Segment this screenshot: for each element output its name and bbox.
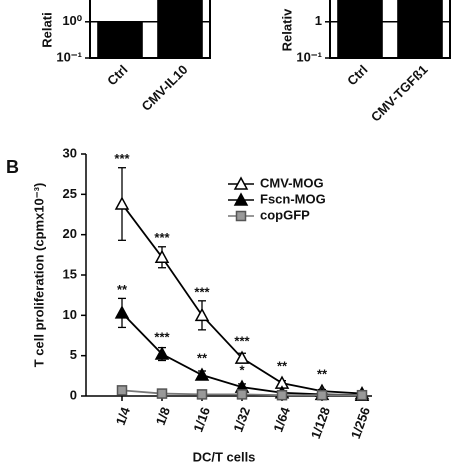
significance-label: *** xyxy=(154,329,170,344)
bar-chart: 10⁻¹ 1 Relativ xyxy=(279,0,451,64)
y-tick-label: 10 xyxy=(63,307,77,322)
point xyxy=(114,305,130,319)
legend-label: copGFP xyxy=(260,207,310,222)
x-tick-label: CMV-IL10 xyxy=(139,62,191,114)
x-axis-label: DC/T cells xyxy=(193,449,256,464)
significance-label: ** xyxy=(197,350,208,365)
significance-label: *** xyxy=(154,230,170,245)
legend-label: CMV-MOG xyxy=(260,175,324,190)
point xyxy=(356,389,368,401)
point xyxy=(154,346,170,360)
x-tick-label: 1/8 xyxy=(153,405,173,427)
point xyxy=(116,385,128,396)
significance-label: *** xyxy=(194,284,210,299)
y-axis-label: Relativ xyxy=(279,8,294,51)
y-tick-label: 0 xyxy=(70,387,77,402)
x-tick-label: Ctrl xyxy=(104,62,130,88)
y-tick-label: 10⁻¹ xyxy=(56,49,82,64)
y-axis-label: T cell proliferation (cpmx10⁻³) xyxy=(31,183,46,368)
point xyxy=(194,307,210,322)
point xyxy=(234,350,250,364)
significance-label: ** xyxy=(317,367,328,382)
x-tick-label: 1/32 xyxy=(230,405,253,434)
point xyxy=(276,389,288,401)
x-tick-label: 1/4 xyxy=(113,404,134,427)
x-tick-label: 1/64 xyxy=(270,404,293,434)
x-tick-label: Ctrl xyxy=(344,62,370,88)
legend-marker xyxy=(233,192,249,206)
point xyxy=(156,388,168,399)
plot-frame xyxy=(329,0,451,59)
legend-label: Fscn-MOG xyxy=(260,191,326,206)
y-tick-label: 25 xyxy=(63,186,77,201)
panel-label: B xyxy=(6,157,19,177)
y-tick-label: 30 xyxy=(63,145,77,160)
significance-label: * xyxy=(239,363,245,378)
legend-marker xyxy=(233,176,249,190)
x-tick-label: 1/128 xyxy=(308,405,333,441)
bar xyxy=(97,21,143,58)
y-tick-label: 20 xyxy=(63,226,77,241)
y-tick-label: 15 xyxy=(63,266,77,281)
y-tick-label: 1 xyxy=(315,13,322,28)
y-tick-label: 10⁻¹ xyxy=(296,49,322,64)
x-tick-label: 1/16 xyxy=(190,405,213,434)
bar xyxy=(157,0,203,58)
point xyxy=(114,196,130,210)
x-tick-label: CMV-TGFß1 xyxy=(368,62,431,125)
significance-label: *** xyxy=(114,151,130,166)
bar-chart: 10⁻¹ 10⁰ Relati xyxy=(39,0,211,64)
point xyxy=(194,367,210,381)
y-axis-label: Relati xyxy=(39,12,54,47)
point xyxy=(154,249,170,264)
y-tick-label: 10⁰ xyxy=(62,13,82,28)
legend-marker xyxy=(235,210,247,222)
significance-label: ** xyxy=(117,282,128,297)
significance-label: *** xyxy=(234,334,250,349)
point xyxy=(236,389,248,400)
y-tick-label: 5 xyxy=(70,347,77,362)
bar xyxy=(337,0,383,58)
point xyxy=(316,389,328,401)
bar xyxy=(397,0,443,58)
point xyxy=(196,389,208,400)
x-tick-label: 1/256 xyxy=(348,405,373,441)
plot-frame xyxy=(89,0,211,59)
significance-label: ** xyxy=(277,359,288,374)
